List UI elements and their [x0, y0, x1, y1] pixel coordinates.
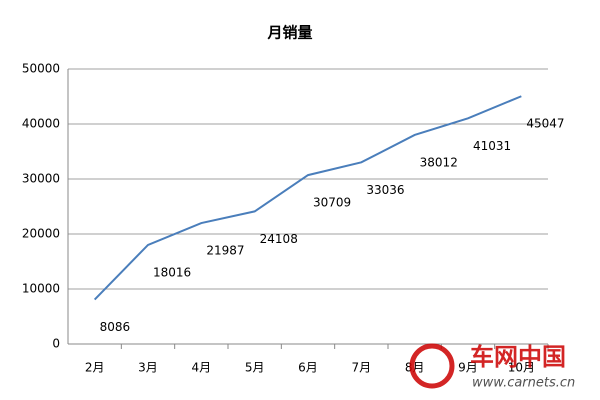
data-label: 30709 [313, 196, 351, 210]
y-tick-label: 40000 [22, 117, 60, 131]
watermark-logo [409, 343, 455, 389]
watermark: 车网中国 www.carnets.cn [409, 343, 575, 391]
x-tick-label: 5月 [245, 361, 265, 375]
data-label: 33036 [366, 183, 404, 197]
x-tick-label: 4月 [192, 361, 212, 375]
data-label: 24108 [260, 232, 298, 246]
y-tick-label: 10000 [22, 282, 60, 296]
y-tick-label: 20000 [22, 227, 60, 241]
data-label: 41031 [473, 139, 511, 153]
data-label: 8086 [100, 320, 131, 334]
x-tick-label: 2月 [85, 361, 105, 375]
x-tick-label: 6月 [298, 361, 318, 375]
data-label: 21987 [206, 244, 244, 258]
y-tick-label: 30000 [22, 172, 60, 186]
y-tick-label: 0 [52, 337, 60, 351]
data-label: 38012 [420, 155, 458, 169]
chart-title: 月销量 [266, 24, 312, 42]
x-tick-label: 7月 [352, 361, 372, 375]
data-label: 45047 [526, 117, 564, 131]
data-label: 18016 [153, 265, 191, 279]
y-tick-label: 50000 [22, 62, 60, 76]
x-tick-label: 10月 [508, 361, 535, 375]
series-line [93, 95, 522, 301]
x-tick-label: 3月 [138, 361, 158, 375]
watermark-brand: 车网中国 [470, 343, 566, 371]
x-tick-label: 9月 [458, 361, 478, 375]
watermark-url: www.carnets.cn [472, 376, 575, 391]
